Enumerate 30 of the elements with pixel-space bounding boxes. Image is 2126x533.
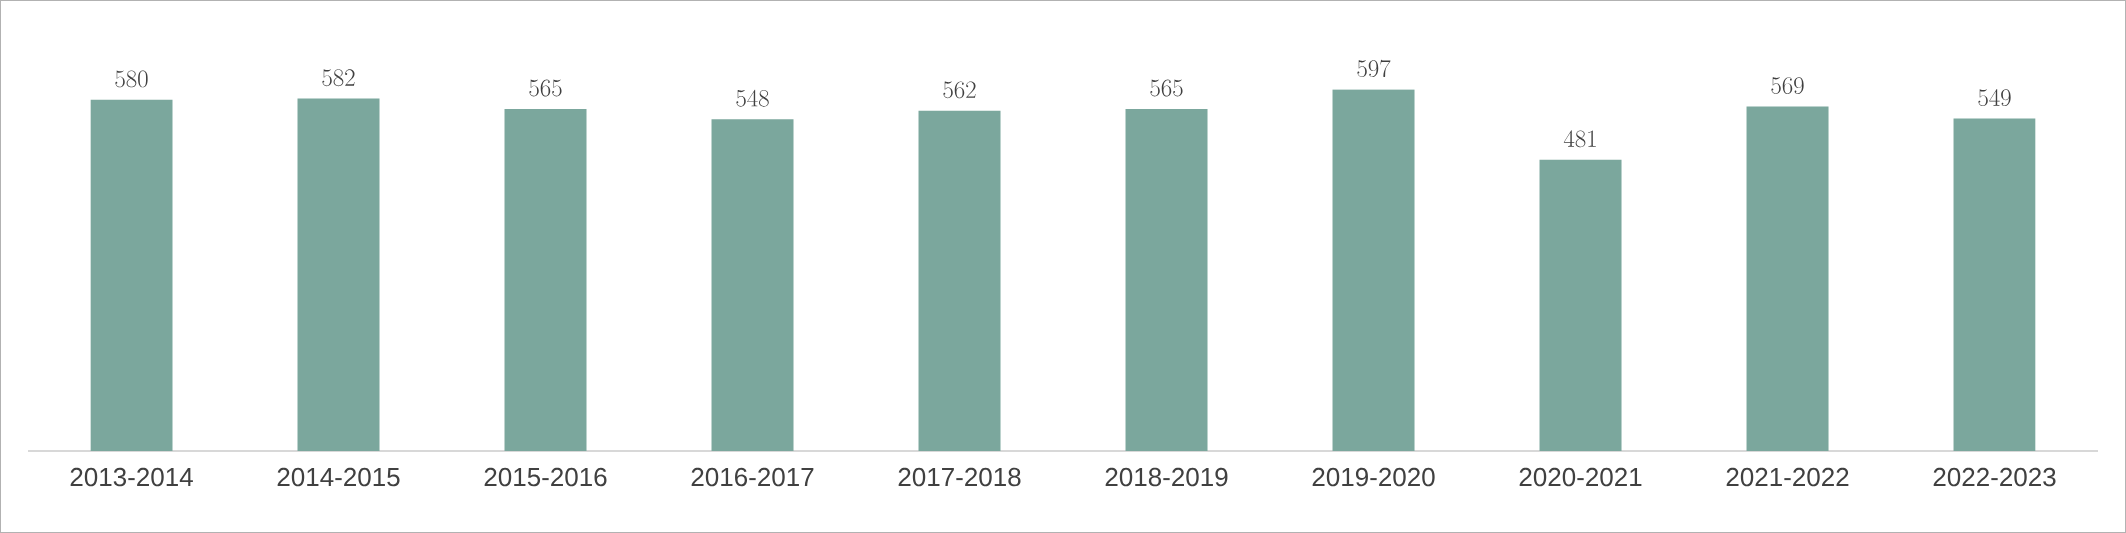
bar: [1332, 89, 1415, 451]
data-label: 569: [1771, 77, 1804, 94]
x-tick-label: 2019-2020: [1312, 467, 1435, 487]
bar: [1953, 118, 2036, 451]
x-tick-label: 2016-2017: [691, 467, 814, 487]
bar: [1746, 106, 1829, 451]
data-label: 597: [1357, 59, 1391, 78]
bar: [90, 99, 173, 451]
x-tick-label: 2022-2023: [1933, 467, 2056, 487]
data-label: 580: [115, 70, 148, 88]
bar: [504, 108, 587, 451]
x-tick-label: 2013-2014: [70, 467, 193, 487]
data-label: 565: [1150, 79, 1183, 97]
x-tick-label: 2014-2015: [277, 467, 400, 487]
bar: [1125, 108, 1208, 451]
bar: [1539, 159, 1622, 451]
data-label: 562: [943, 81, 976, 99]
data-label: 549: [1978, 89, 2011, 107]
x-tick-label: 2021-2022: [1726, 467, 1849, 487]
bar: [918, 110, 1001, 451]
bar: [297, 98, 380, 451]
x-tick-label: 2018-2019: [1105, 467, 1228, 487]
data-label: 548: [736, 89, 769, 107]
data-label: 481: [1563, 130, 1596, 148]
x-tick-label: 2015-2016: [484, 467, 607, 487]
data-label: 565: [529, 79, 562, 97]
x-tick-label: 2017-2018: [898, 467, 1021, 487]
bar: [711, 119, 794, 451]
x-tick-label: 2020-2021: [1519, 467, 1642, 487]
data-label: 582: [322, 69, 355, 87]
